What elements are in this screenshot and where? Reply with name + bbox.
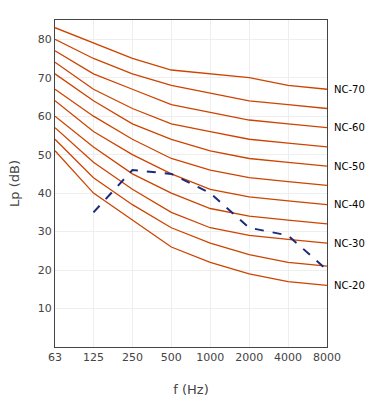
svg-text:125: 125 <box>83 351 104 364</box>
svg-text:30: 30 <box>38 225 52 238</box>
svg-text:10: 10 <box>38 302 52 315</box>
svg-text:NC-20: NC-20 <box>334 280 365 291</box>
svg-text:4000: 4000 <box>274 351 302 364</box>
svg-text:NC-70: NC-70 <box>334 84 365 95</box>
svg-text:80: 80 <box>38 33 52 46</box>
svg-text:NC-50: NC-50 <box>334 161 365 172</box>
svg-text:20: 20 <box>38 264 52 277</box>
svg-text:500: 500 <box>161 351 182 364</box>
svg-text:Lp (dB): Lp (dB) <box>7 160 22 207</box>
svg-text:f (Hz): f (Hz) <box>173 382 208 397</box>
svg-text:NC-30: NC-30 <box>334 238 365 249</box>
svg-text:50: 50 <box>38 149 52 162</box>
svg-text:70: 70 <box>38 72 52 85</box>
svg-text:40: 40 <box>38 187 52 200</box>
svg-text:1000: 1000 <box>196 351 224 364</box>
svg-text:NC-40: NC-40 <box>334 199 365 210</box>
svg-text:60: 60 <box>38 110 52 123</box>
svg-text:250: 250 <box>122 351 143 364</box>
svg-text:NC-60: NC-60 <box>334 122 365 133</box>
svg-text:63: 63 <box>48 351 62 364</box>
svg-text:2000: 2000 <box>235 351 263 364</box>
svg-text:8000: 8000 <box>313 351 341 364</box>
